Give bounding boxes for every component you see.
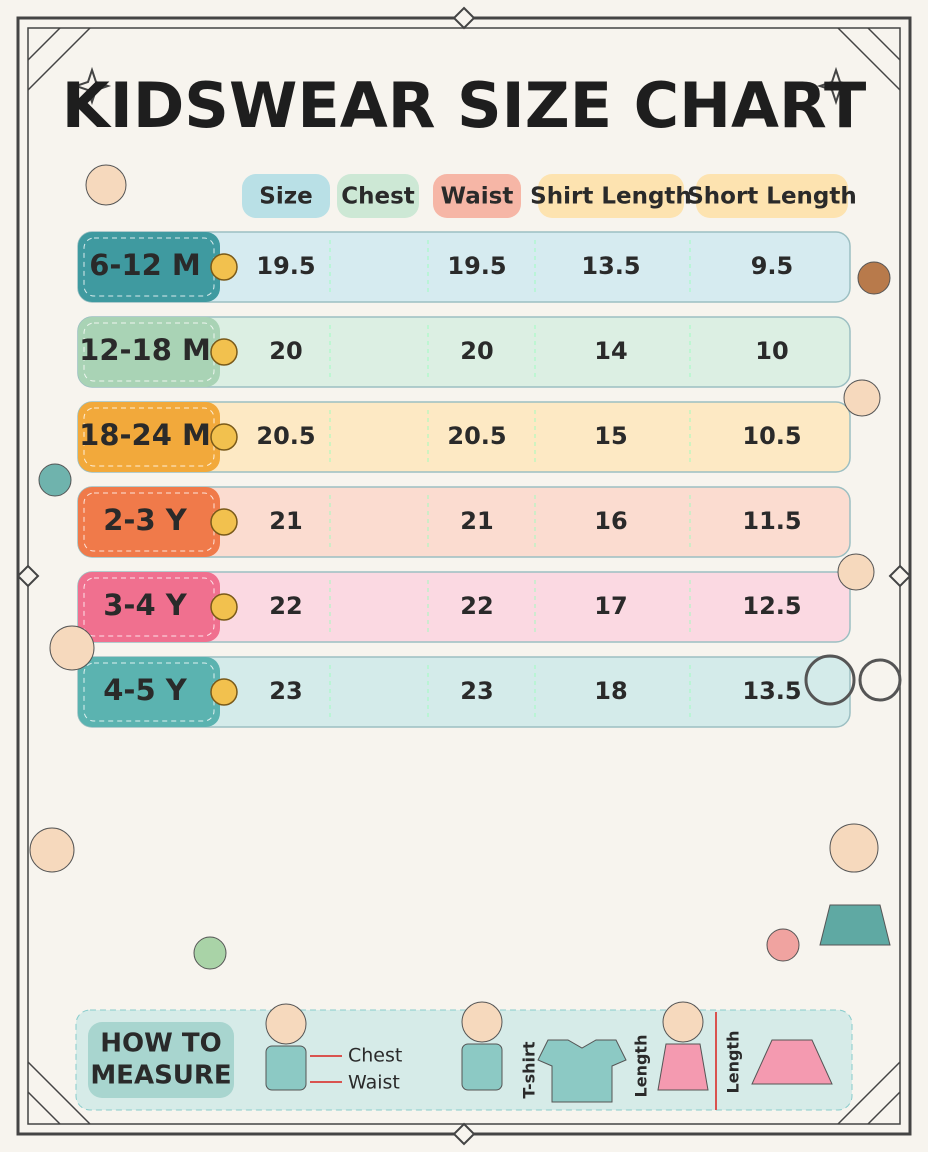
kid-illustration: [461, 1001, 503, 1043]
edge-diamonds: [16, 6, 912, 1146]
cell-value: 20.5: [256, 422, 315, 450]
size-label: 18-24 M: [79, 418, 211, 452]
measure-title: MEASURE: [90, 1061, 231, 1091]
size-label: 4-5 Y: [103, 673, 187, 707]
header-pill: [242, 174, 330, 218]
kid-illustration: [843, 379, 881, 417]
measure-badge: [88, 1022, 234, 1098]
header-pill: [433, 174, 521, 218]
cell-value: 12.5: [742, 592, 801, 620]
size-label: 12-18 M: [79, 333, 211, 367]
size-badge: [78, 572, 220, 642]
cell-value: 9.5: [751, 252, 794, 280]
tshirt-label: T-shirt: [520, 1041, 539, 1098]
button: [38, 463, 72, 497]
measure-arrows: [310, 1055, 342, 1083]
tape-icon: [210, 253, 238, 281]
cell-value: 10.5: [742, 422, 801, 450]
column-header: Short Length: [687, 184, 857, 210]
cell-value: 19.5: [447, 252, 506, 280]
length-label: Length: [632, 1035, 651, 1098]
cell-value: 10: [755, 337, 788, 365]
cell-value: 20.5: [447, 422, 506, 450]
tape-icon: [210, 593, 238, 621]
cell-value: 15: [594, 422, 627, 450]
size-label: 6-12 M: [89, 248, 201, 282]
size-badge: [78, 657, 220, 727]
cell-value: 21: [460, 507, 493, 535]
kid-body: [461, 1043, 503, 1091]
header-pill: [337, 174, 419, 218]
chest-label: Chest: [348, 1045, 402, 1067]
cell-value: 19.5: [256, 252, 315, 280]
cell-value: 18: [594, 677, 627, 705]
column-header: Chest: [341, 184, 415, 210]
cell-value: 21: [269, 507, 302, 535]
title: KIDSWEAR SIZE CHART: [62, 69, 867, 142]
cell-value: 22: [269, 592, 302, 620]
baby-illustration: [85, 164, 127, 206]
button: [766, 928, 800, 962]
size-badge: [78, 487, 220, 557]
header-pill: [538, 174, 684, 218]
tape-icon: [210, 423, 238, 451]
size-badge: [78, 402, 220, 472]
size-badge: [78, 232, 220, 302]
cell-value: 14: [594, 337, 627, 365]
column-header: Shirt Length: [530, 184, 692, 210]
teddy-illustration: [857, 261, 891, 295]
bike-wheel: [804, 654, 856, 706]
tape-icon: [210, 678, 238, 706]
girl-illustration: [829, 823, 879, 873]
cell-value: 23: [269, 677, 302, 705]
waist-label: Waist: [348, 1072, 400, 1094]
cell-value: 22: [460, 592, 493, 620]
column-header: Size: [259, 184, 312, 210]
tshirt-icon: [537, 1039, 627, 1103]
kid-bike-illustration: [837, 553, 875, 591]
skirt-icon: [751, 1039, 833, 1085]
column-header: Waist: [441, 184, 514, 210]
girl-illustration: [662, 1001, 704, 1043]
cell-value: 13.5: [742, 677, 801, 705]
decorations: [29, 164, 902, 970]
tape-icon: [210, 338, 238, 366]
length-label: Length: [724, 1031, 743, 1094]
cell-value: 23: [460, 677, 493, 705]
button: [193, 936, 227, 970]
corner-ornaments: [27, 27, 901, 1125]
cell-value: 20: [269, 337, 302, 365]
girl-body: [657, 1043, 709, 1091]
tape-icon: [210, 508, 238, 536]
kid-body: [265, 1045, 307, 1091]
kid-illustration: [49, 625, 95, 671]
girl-dress: [819, 904, 891, 946]
cell-value: 11.5: [742, 507, 801, 535]
size-label: 2-3 Y: [103, 503, 187, 537]
kid-illustration: [265, 1003, 307, 1045]
size-badge: [78, 317, 220, 387]
cell-value: 16: [594, 507, 627, 535]
kid-illustration: [29, 827, 75, 873]
cell-value: 17: [594, 592, 627, 620]
bike-wheel: [858, 658, 902, 702]
cell-value: 20: [460, 337, 493, 365]
cell-value: 13.5: [581, 252, 640, 280]
size-label: 3-4 Y: [103, 588, 187, 622]
measure-title: HOW TO: [100, 1029, 221, 1059]
header-pill: [696, 174, 848, 218]
sparkles: [72, 66, 856, 106]
